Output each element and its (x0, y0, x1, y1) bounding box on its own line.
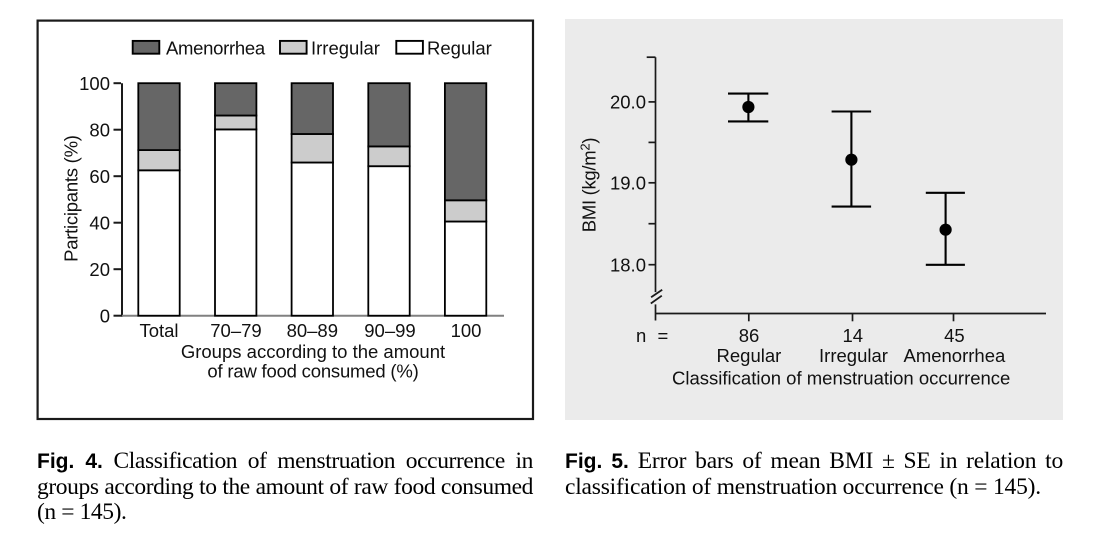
svg-text:of raw food consumed (%): of raw food consumed (%) (207, 361, 418, 382)
svg-text:Classification of menstruation: Classification of menstruation occurrenc… (672, 367, 1010, 388)
svg-text:80: 80 (89, 119, 110, 140)
svg-text:=: = (658, 325, 669, 346)
svg-text:n: n (636, 325, 646, 346)
svg-text:100: 100 (451, 320, 482, 341)
svg-text:Amenorrhea: Amenorrhea (166, 37, 266, 58)
svg-text:20.0: 20.0 (610, 92, 646, 113)
svg-text:Regular: Regular (427, 37, 492, 58)
svg-text:BMI (kg/m2): BMI (kg/m2) (578, 138, 600, 233)
svg-text:0: 0 (100, 305, 110, 326)
svg-text:100: 100 (79, 73, 110, 94)
svg-text:40: 40 (89, 212, 110, 233)
svg-text:Irregular: Irregular (311, 37, 380, 58)
svg-text:90–99: 90–99 (364, 320, 415, 341)
svg-text:Total: Total (139, 320, 178, 341)
svg-text:70–79: 70–79 (210, 320, 261, 341)
svg-text:80–89: 80–89 (287, 320, 338, 341)
svg-text:Amenorrhea: Amenorrhea (903, 345, 1006, 366)
svg-text:20: 20 (89, 259, 110, 280)
svg-text:14: 14 (843, 325, 864, 346)
svg-text:19.0: 19.0 (610, 173, 646, 194)
svg-text:Irregular: Irregular (819, 345, 888, 366)
svg-text:45: 45 (944, 325, 965, 346)
svg-text:86: 86 (739, 325, 760, 346)
svg-text:Regular: Regular (717, 345, 782, 366)
svg-text:60: 60 (89, 166, 110, 187)
svg-text:Groups according to the amount: Groups according to the amount (181, 341, 445, 362)
svg-text:18.0: 18.0 (610, 254, 646, 275)
svg-text:Participants (%): Participants (%) (61, 135, 82, 262)
